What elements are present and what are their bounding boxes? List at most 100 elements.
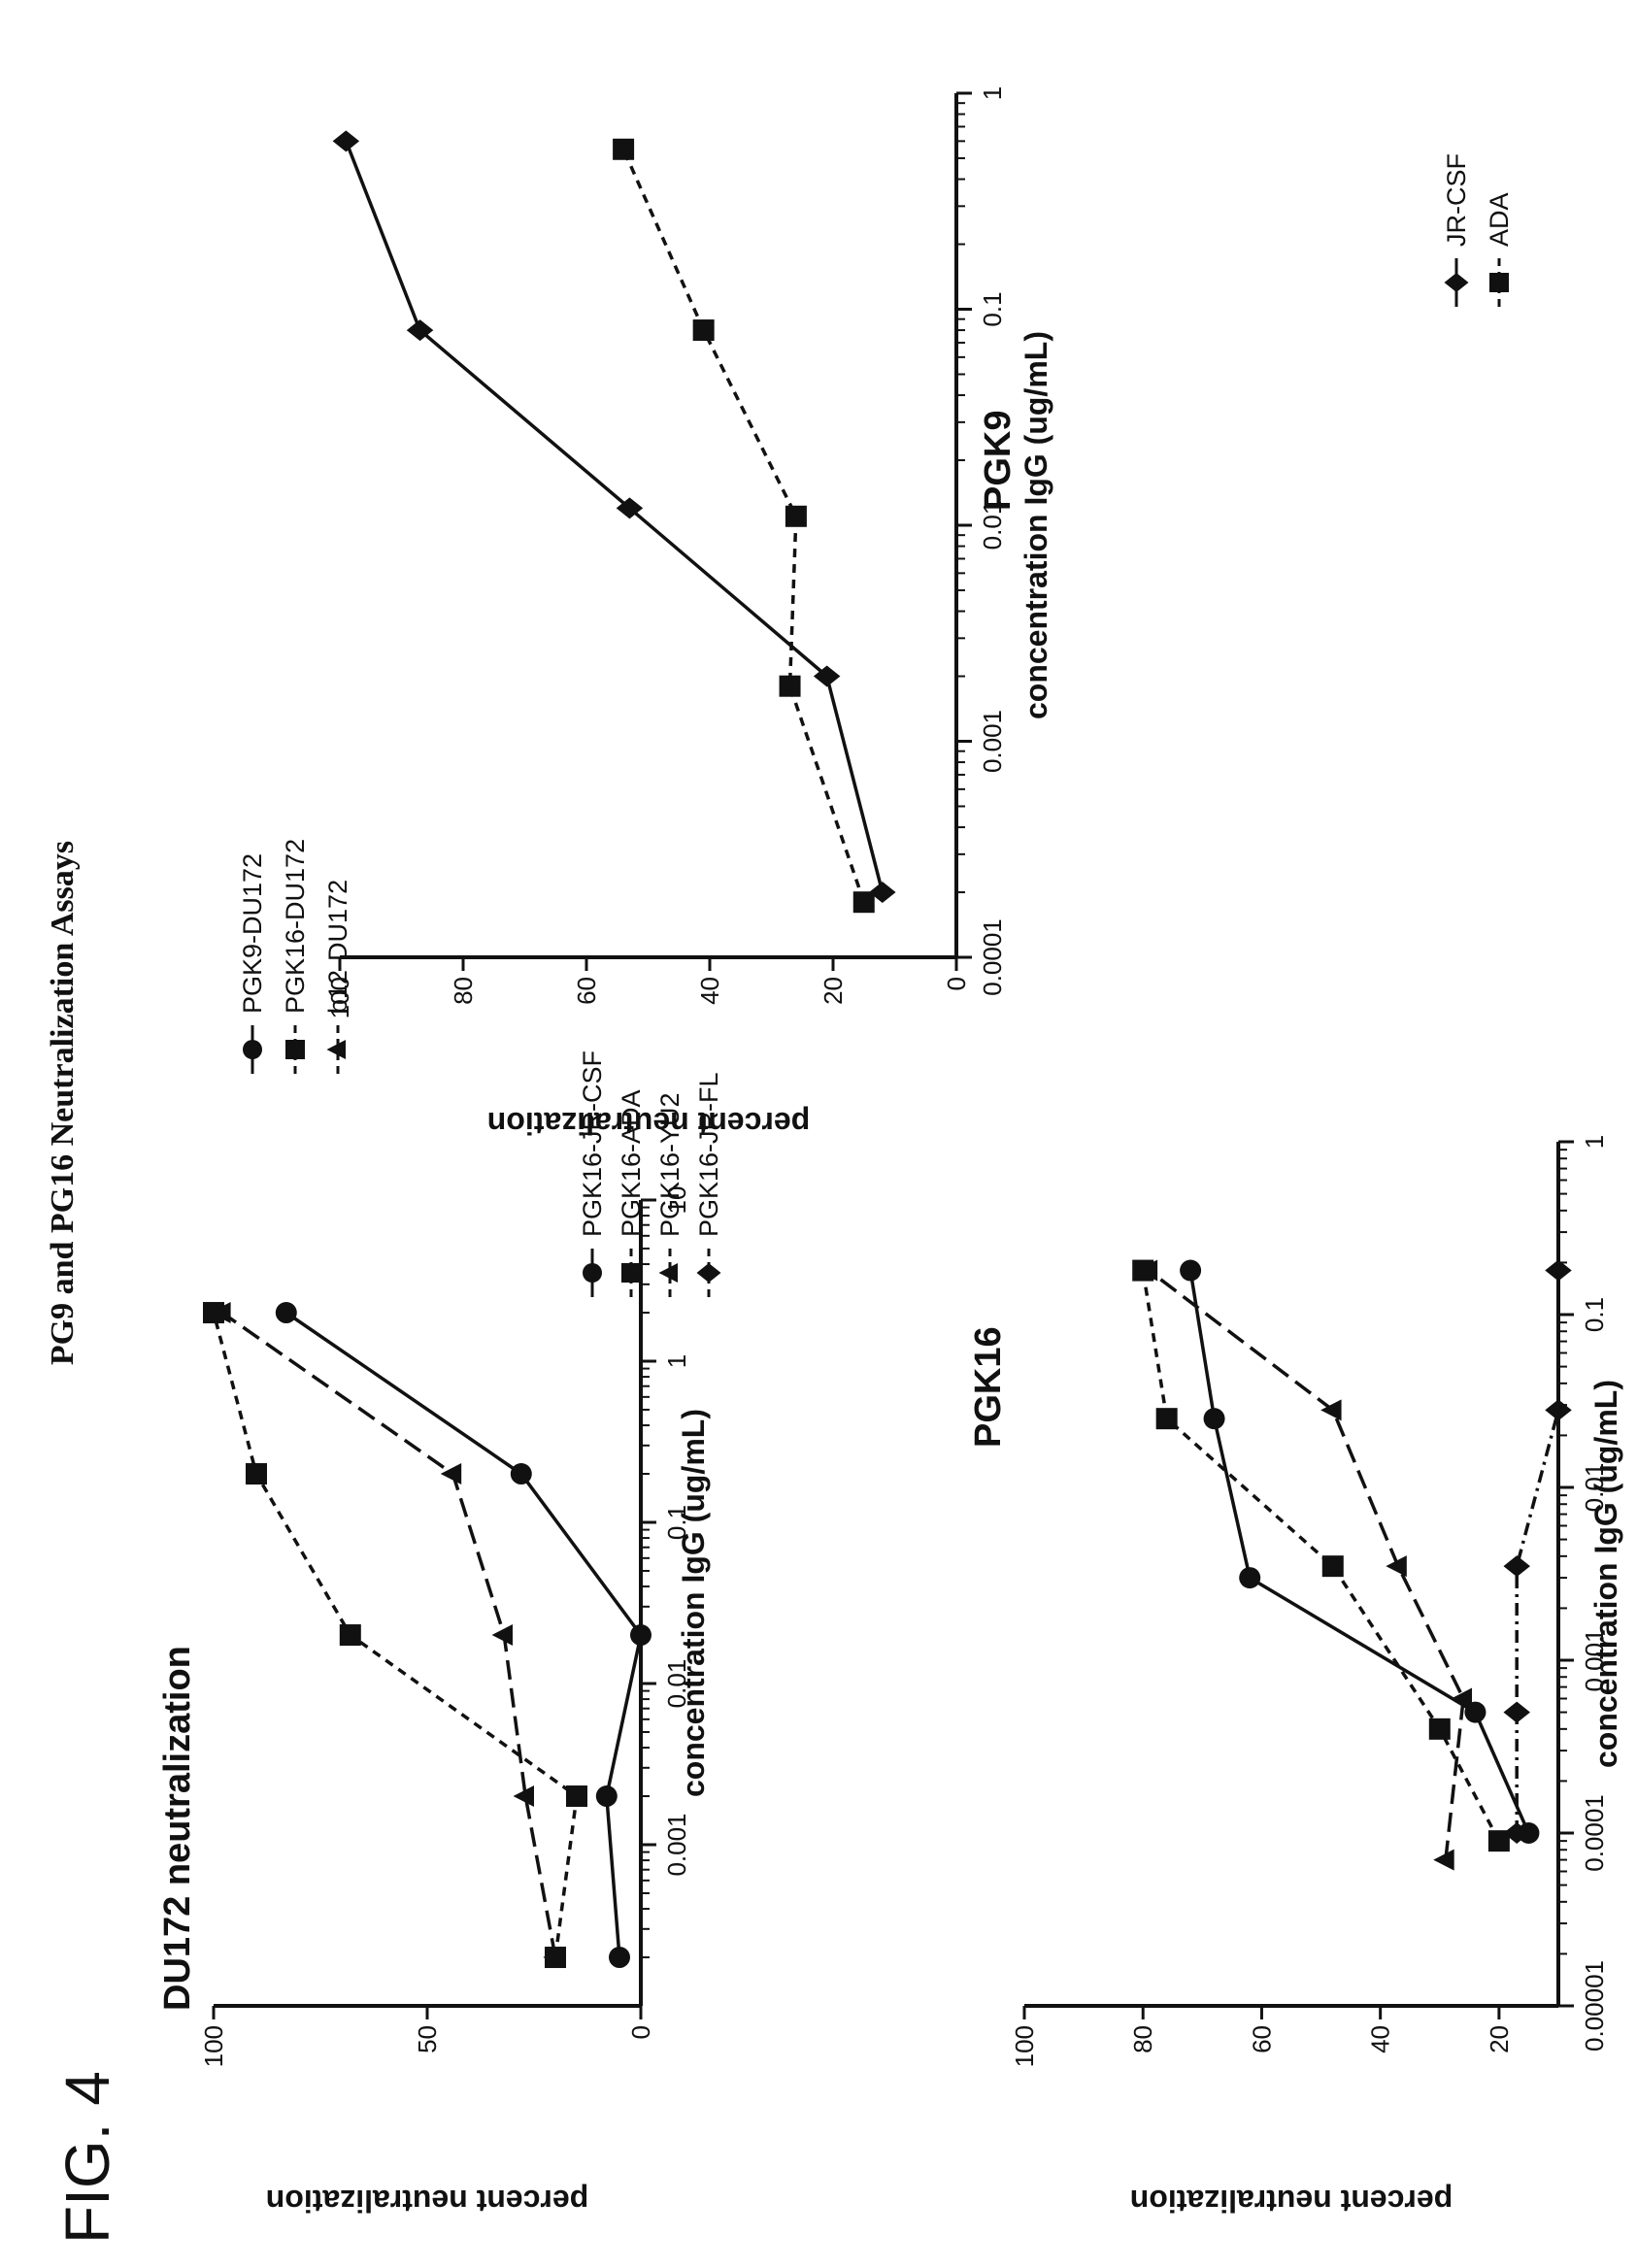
legend-label: PGK16-JR-FL — [694, 1072, 723, 1237]
series-b12-DU172 — [210, 1302, 564, 1969]
data-point — [1545, 1399, 1572, 1421]
legend-marker — [696, 1263, 721, 1283]
data-point — [1503, 1701, 1530, 1723]
data-point — [609, 1947, 630, 1969]
data-point — [1503, 1822, 1530, 1844]
legend-label: PGK16-JR-CSF — [578, 1051, 607, 1237]
data-point — [630, 1624, 651, 1647]
y-axis-label: percent neutralization — [266, 2184, 589, 2218]
chart-title: PGK9 — [978, 411, 1019, 511]
x-tick-label: 0.01 — [662, 1659, 691, 1709]
data-point — [692, 319, 715, 342]
figure-title: PG9 and PG16 Neutralization Assays — [45, 841, 81, 1365]
legend-label: ADA — [1485, 192, 1514, 247]
x-tick-label: 0.0001 — [1580, 1794, 1609, 1872]
y-tick-label: 100 — [199, 2025, 228, 2067]
y-axis-label: percent neutralization — [487, 1106, 811, 1141]
data-point — [1320, 1399, 1342, 1421]
series-PGK16-JR-FL — [1503, 1259, 1572, 1844]
data-point — [210, 1302, 231, 1324]
data-point — [1321, 1555, 1344, 1578]
data-point — [1433, 1849, 1454, 1871]
x-tick-label: 0.001 — [978, 710, 1007, 773]
x-tick-label: 0.1 — [978, 291, 1007, 326]
x-tick-label: 1 — [662, 1354, 691, 1368]
series-ADA — [613, 138, 875, 914]
y-tick-label: 20 — [1485, 2025, 1514, 2053]
series-line — [1148, 1269, 1465, 1860]
y-tick-label: 40 — [695, 977, 724, 1005]
data-point — [1239, 1567, 1261, 1589]
x-axis-label: concentration IgG (ug/mL) — [1588, 1380, 1623, 1768]
data-point — [510, 1463, 532, 1485]
data-point — [1487, 1830, 1510, 1852]
legend-entry: PGK16-JR-FL — [694, 1072, 723, 1297]
x-tick-label: 1 — [978, 86, 1007, 100]
data-point — [813, 665, 841, 687]
x-tick-label: 10 — [662, 1186, 691, 1215]
x-tick-label: 0.001 — [662, 1813, 691, 1876]
data-point — [785, 505, 807, 527]
chart-title: PGK16 — [968, 1326, 1009, 1448]
series-PGK16-YU2 — [1136, 1259, 1473, 1871]
legend-entry: PGK9-DU172 — [238, 853, 267, 1074]
legend-label: b12-DU172 — [323, 880, 352, 1014]
x-tick-label: 0.001 — [1580, 1628, 1609, 1691]
data-point — [852, 891, 875, 914]
data-point — [613, 138, 635, 160]
series-JR-CSF — [332, 130, 896, 904]
y-axis-label: percent neutralization — [1130, 2184, 1453, 2218]
legend-marker — [1444, 273, 1469, 292]
legend-marker — [285, 1040, 305, 1059]
series-line — [1188, 1270, 1531, 1834]
data-point — [1386, 1555, 1407, 1578]
series-PGK16-DU172 — [203, 1302, 587, 1969]
series-PGK16-JR-CSF — [1180, 1259, 1540, 1844]
x-tick-label: 1 — [1580, 1135, 1609, 1149]
x-tick-label: 0.1 — [1580, 1297, 1609, 1332]
data-point — [491, 1624, 513, 1647]
legend-label: PGK16-YU2 — [655, 1092, 685, 1237]
data-point — [1451, 1687, 1473, 1710]
legend-entry: PGK16-ADA — [617, 1089, 646, 1297]
x-tick-label: 0.00001 — [1580, 1960, 1609, 2051]
x-axis-label: concentration IgG (ug/mL) — [1019, 331, 1053, 719]
data-point — [339, 1624, 361, 1647]
y-tick-label: 0 — [626, 2025, 655, 2039]
legend-marker — [243, 1040, 262, 1059]
data-point — [595, 1785, 618, 1808]
legend-marker — [658, 1263, 678, 1283]
data-point — [275, 1302, 297, 1324]
legend-label: PGK9-DU172 — [238, 853, 267, 1014]
y-tick-label: 100 — [1010, 2025, 1039, 2067]
data-point — [440, 1463, 462, 1485]
legend-marker — [1489, 273, 1509, 292]
figure-label: FIG. 4 — [52, 2071, 122, 2244]
data-point — [1155, 1408, 1178, 1430]
x-tick-label: 0.0001 — [978, 918, 1007, 996]
data-point — [1203, 1408, 1225, 1430]
series-line — [284, 1311, 643, 1958]
x-tick-label: 0.01 — [1580, 1463, 1609, 1513]
y-tick-label: 100 — [325, 977, 354, 1018]
legend-marker — [621, 1263, 641, 1283]
chart-du172: DU172 neutralization 0 50 100 0.001 0.01 0.1 1 1… — [157, 839, 711, 2218]
data-point — [246, 1463, 267, 1485]
x-tick-label: 0.1 — [662, 1505, 691, 1540]
data-point — [513, 1785, 534, 1808]
chart-title: DU172 neutralization — [157, 1646, 198, 2011]
data-point — [869, 882, 896, 904]
legend-entry: b12-DU172 — [323, 880, 352, 1074]
series-PGK9-DU172 — [275, 1302, 651, 1969]
y-tick-label: 50 — [413, 2025, 442, 2053]
data-point — [1180, 1259, 1202, 1282]
chart-pgk9: PGK9 0 20 40 60 80 100 0.0001 0.001 0.01 0.1 1 conce… — [325, 86, 1514, 1141]
data-point — [779, 675, 801, 697]
y-tick-label: 0 — [942, 977, 971, 990]
series-line — [1141, 1270, 1501, 1842]
legend-marker — [326, 1040, 346, 1059]
series-line — [1515, 1270, 1560, 1833]
